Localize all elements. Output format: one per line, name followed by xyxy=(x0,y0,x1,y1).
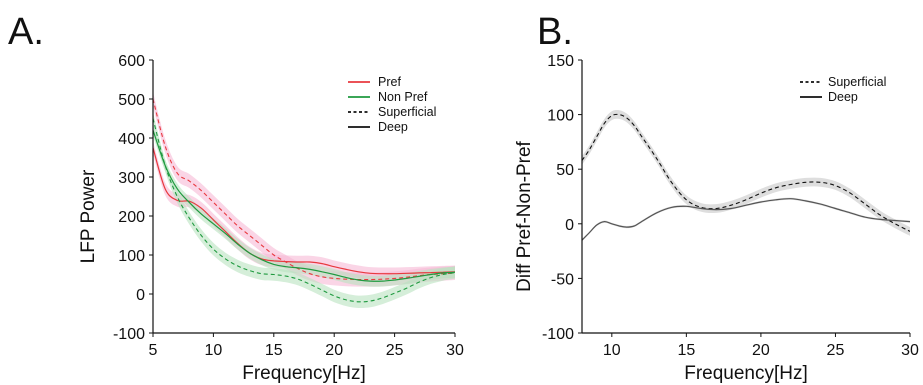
y-axis-label: LFP Power xyxy=(78,169,99,263)
x-tick-label: 25 xyxy=(827,342,845,359)
x-tick-label: 30 xyxy=(446,342,464,359)
series-line-3 xyxy=(153,118,455,303)
series-band-3 xyxy=(153,112,455,309)
legend-label: Pref xyxy=(378,75,401,89)
y-tick-label: 500 xyxy=(118,92,145,109)
legend-label: Deep xyxy=(828,90,858,104)
panel-letter: A. xyxy=(8,11,44,53)
y-tick-label: 400 xyxy=(118,131,145,148)
x-tick-label: 15 xyxy=(265,342,283,359)
x-tick-label: 25 xyxy=(386,342,404,359)
y-tick-label: -100 xyxy=(113,326,145,343)
legend-label: Superficial xyxy=(828,75,886,89)
series-line-1 xyxy=(582,198,910,241)
y-tick-label: 100 xyxy=(118,248,145,265)
y-tick-label: 300 xyxy=(118,170,145,187)
legend-label: Non Pref xyxy=(378,90,428,104)
x-tick-label: 30 xyxy=(901,342,919,359)
plot-area xyxy=(153,92,455,309)
y-tick-label: -100 xyxy=(542,326,574,343)
x-tick-label: 15 xyxy=(677,342,695,359)
x-tick-label: 10 xyxy=(603,342,621,359)
series-line-0 xyxy=(153,147,455,275)
y-axis-label: Diff Pref-Non-Pref xyxy=(514,140,535,291)
y-tick-label: 50 xyxy=(556,162,574,179)
series-line-0 xyxy=(582,113,910,232)
x-axis-label: Frequency[Hz] xyxy=(684,363,808,384)
x-tick-label: 20 xyxy=(325,342,343,359)
y-tick-label: 100 xyxy=(547,108,574,125)
y-tick-label: 600 xyxy=(118,53,145,70)
x-tick-label: 20 xyxy=(752,342,770,359)
series-line-2 xyxy=(153,130,455,282)
legend-label: Superficial xyxy=(378,105,436,119)
x-axis-label: Frequency[Hz] xyxy=(242,363,366,384)
y-tick-label: 0 xyxy=(136,287,145,304)
x-tick-label: 5 xyxy=(149,342,158,359)
series-line-1 xyxy=(153,98,455,281)
y-tick-label: 200 xyxy=(118,209,145,226)
panel-letter: B. xyxy=(537,11,573,53)
y-tick-label: 150 xyxy=(547,53,574,70)
legend-label: Deep xyxy=(378,120,408,134)
panel-b: B. 10 15 20 25 30 -100 -50 0 50 100 150 Frequency[Hz… xyxy=(514,11,919,384)
panel-a: A. 5 10 15 20 25 30 -100 0 100 200 300 400 500 600 Freq… xyxy=(8,11,464,384)
series-band-2 xyxy=(153,124,455,287)
y-tick-label: 0 xyxy=(565,217,574,234)
y-tick-label: -50 xyxy=(551,271,574,288)
x-tick-label: 10 xyxy=(205,342,223,359)
plot-area xyxy=(582,110,910,242)
